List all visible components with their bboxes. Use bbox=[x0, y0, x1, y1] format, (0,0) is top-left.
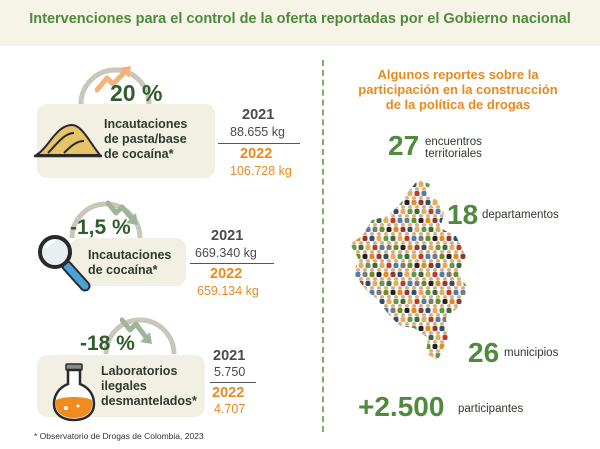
page-title: Intervenciones para el control de la ofe… bbox=[29, 11, 571, 27]
trend-down-arrow-icon bbox=[106, 200, 138, 225]
stat-number-municipios: 26 bbox=[468, 337, 500, 368]
magnifying-glass-icon bbox=[38, 235, 91, 292]
divider-line bbox=[210, 382, 256, 383]
value-2022: 106.728 kg bbox=[230, 164, 292, 178]
year-2022: 2022 bbox=[240, 146, 273, 162]
colombia-people-map-icon bbox=[350, 180, 468, 360]
stat-label-departamentos: departamentos bbox=[482, 209, 559, 221]
stat-number-participantes: +2.500 bbox=[358, 391, 445, 422]
value-2021: 88.655 kg bbox=[230, 125, 285, 139]
gauge-arc-up bbox=[78, 67, 152, 105]
trend-down-arrow-icon bbox=[120, 317, 152, 344]
cocaine-paste-pile-icon bbox=[34, 123, 102, 158]
stat-label-participantes: participantes bbox=[458, 403, 524, 415]
year-2022: 2022 bbox=[210, 266, 243, 282]
stat-percent: -18 % bbox=[80, 332, 135, 355]
year-2022: 2022 bbox=[212, 385, 245, 401]
header-bar bbox=[0, 0, 600, 46]
divider-line bbox=[218, 143, 300, 144]
stat-label: Laboratorios ilegales desmantelados* bbox=[101, 364, 197, 408]
column-divider bbox=[322, 60, 324, 432]
value-2021: 5.750 bbox=[214, 365, 246, 379]
year-2021: 2021 bbox=[213, 348, 246, 364]
gauge-arc-down bbox=[103, 317, 177, 355]
stat-label-encuentros: encuentros territoriales bbox=[425, 136, 482, 160]
reports-title: Algunos reportes sobre la participación … bbox=[358, 67, 558, 112]
stat-label: Incautaciones de pasta/base de cocaína* bbox=[104, 117, 188, 161]
year-2021: 2021 bbox=[242, 107, 275, 123]
stat-label-municipios: municipios bbox=[504, 347, 559, 359]
stat-number-encuentros: 27 bbox=[388, 130, 420, 161]
stat-label: Incautaciones de cocaína* bbox=[88, 248, 172, 277]
stat-percent: 20 % bbox=[110, 80, 163, 106]
value-2022: 659.134 kg bbox=[197, 284, 259, 298]
stat-card-cocaine bbox=[70, 238, 186, 286]
lab-flask-icon bbox=[52, 363, 96, 422]
value-2022: 4.707 bbox=[214, 402, 246, 416]
value-2021: 669.340 kg bbox=[195, 246, 257, 260]
footnote: * Observatorio de Drogas de Colombia, 20… bbox=[34, 431, 204, 441]
stat-number-departamentos: 18 bbox=[447, 199, 479, 230]
stat-percent: -1,5 % bbox=[70, 216, 131, 239]
year-2021: 2021 bbox=[211, 228, 244, 244]
trend-up-arrow-icon bbox=[95, 66, 131, 93]
divider-line bbox=[190, 263, 274, 264]
